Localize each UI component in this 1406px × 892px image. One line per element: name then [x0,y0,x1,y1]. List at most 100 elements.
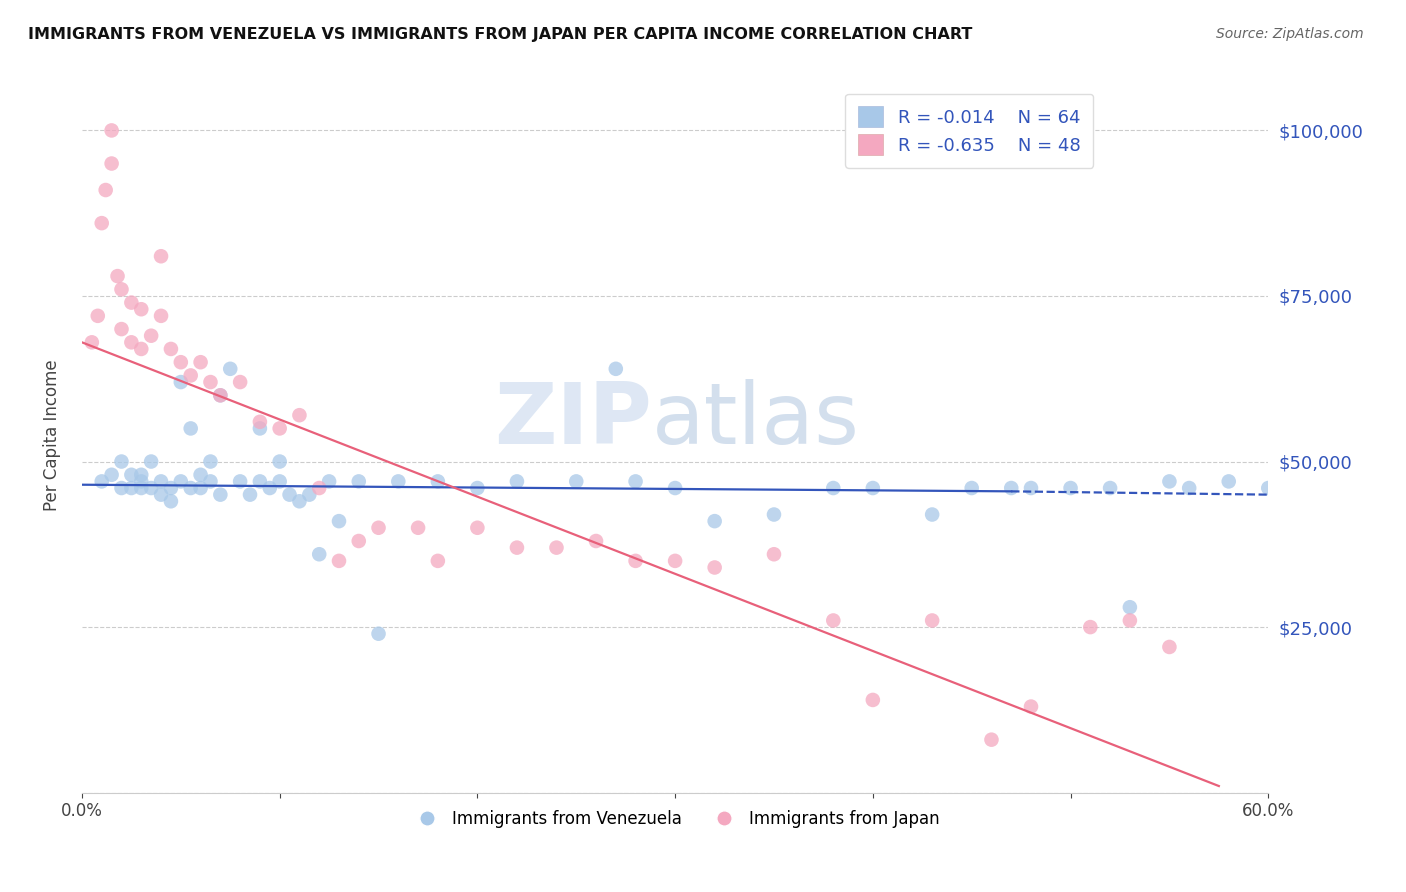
Point [605,361,627,376]
Point [129,342,152,356]
Point [141,328,163,343]
Point [1000,481,1022,495]
Point [1019,481,1042,495]
Point [120,295,142,310]
Point [1178,481,1201,495]
Point [141,454,163,468]
Point [862,481,884,495]
Point [546,541,568,555]
Point [249,475,271,489]
Point [100,467,122,482]
Point [110,322,132,336]
Point [249,421,271,435]
Point [980,732,1002,747]
Point [506,541,529,555]
Text: Source: ZipAtlas.com: Source: ZipAtlas.com [1216,27,1364,41]
Point [406,521,429,535]
Point [180,368,202,383]
Point [107,269,129,284]
Point [269,454,291,468]
Point [1059,481,1081,495]
Point [367,626,389,640]
Point [762,508,785,522]
Point [823,614,845,628]
Point [298,488,321,502]
Point [110,454,132,468]
Point [960,481,983,495]
Point [94,183,117,197]
Point [190,467,212,482]
Point [200,454,222,468]
Point [129,302,152,317]
Point [1218,475,1240,489]
Point [190,481,212,495]
Point [1159,640,1181,654]
Point [467,521,489,535]
Point [87,309,110,323]
Legend: Immigrants from Venezuela, Immigrants from Japan: Immigrants from Venezuela, Immigrants fr… [404,803,946,834]
Point [269,421,291,435]
Point [229,375,252,389]
Point [624,475,647,489]
Point [367,521,389,535]
Point [1159,475,1181,489]
Point [200,375,222,389]
Point [1119,600,1142,615]
Point [308,547,330,561]
Point [565,475,588,489]
Text: atlas: atlas [651,379,859,462]
Point [328,554,350,568]
Point [664,554,686,568]
Point [80,335,103,350]
Point [180,421,202,435]
Point [664,481,686,495]
Point [110,481,132,495]
Point [209,388,232,402]
Point [129,467,152,482]
Point [585,534,607,549]
Point [506,475,529,489]
Point [347,534,370,549]
Y-axis label: Per Capita Income: Per Capita Income [44,359,60,511]
Point [160,342,183,356]
Point [278,488,301,502]
Point [467,481,489,495]
Point [120,467,142,482]
Point [426,475,449,489]
Point [318,475,340,489]
Point [170,375,193,389]
Point [170,355,193,369]
Point [190,355,212,369]
Point [150,309,173,323]
Point [160,494,183,508]
Point [90,216,112,230]
Point [703,514,725,528]
Point [823,481,845,495]
Point [160,481,183,495]
Point [1019,699,1042,714]
Point [120,335,142,350]
Point [100,123,122,137]
Point [100,156,122,170]
Point [703,560,725,574]
Point [200,475,222,489]
Point [150,488,173,502]
Point [229,475,252,489]
Point [129,481,152,495]
Text: ZIP: ZIP [494,379,651,462]
Point [862,693,884,707]
Point [762,547,785,561]
Point [269,475,291,489]
Point [249,415,271,429]
Point [426,554,449,568]
Point [150,475,173,489]
Point [209,488,232,502]
Point [170,475,193,489]
Point [1078,620,1101,634]
Point [921,508,943,522]
Point [288,494,311,508]
Point [180,481,202,495]
Point [141,481,163,495]
Point [239,488,262,502]
Point [624,554,647,568]
